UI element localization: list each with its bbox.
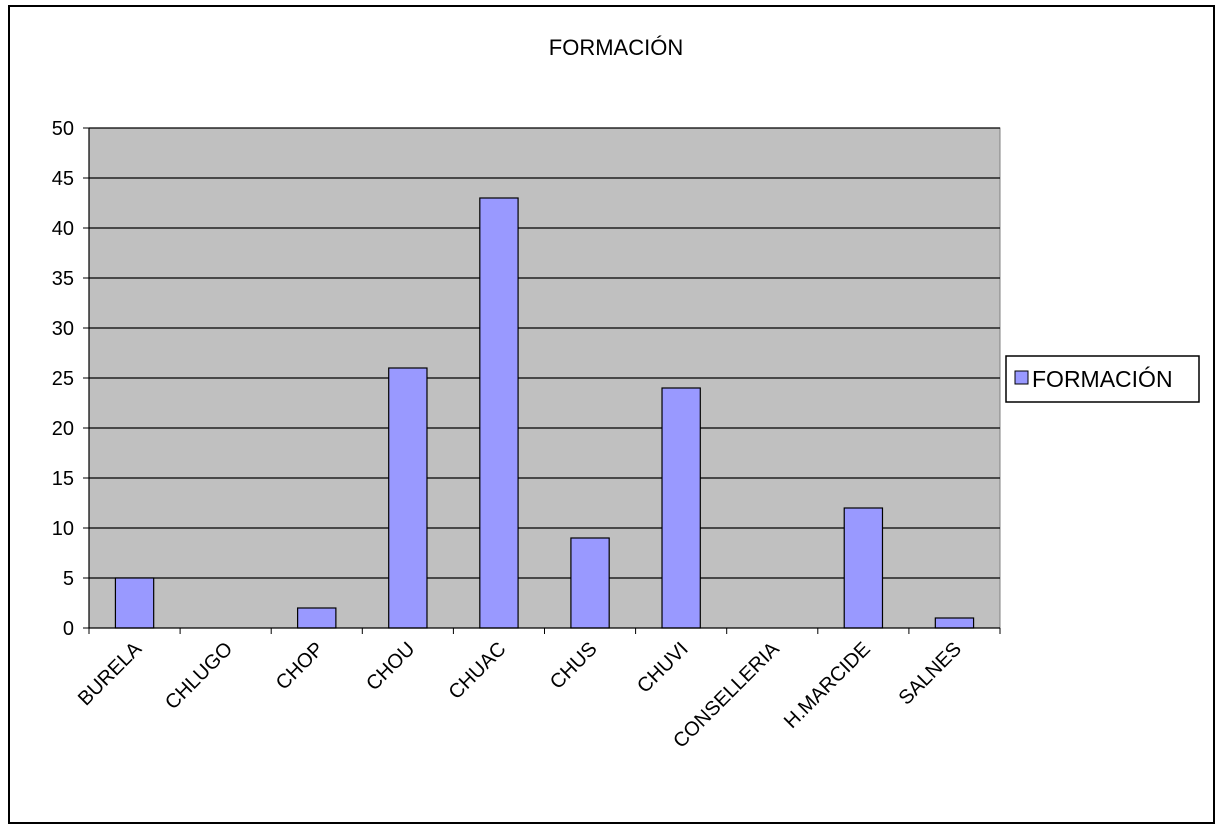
x-tick-label: SALNES	[895, 638, 966, 709]
x-tick-label: CHOU	[362, 638, 419, 695]
y-tick-label: 30	[52, 318, 74, 340]
bar-burela	[114, 577, 155, 629]
bar-chop	[297, 607, 337, 629]
legend: FORMACIÓN	[1005, 355, 1200, 403]
legend-box	[1005, 355, 1200, 403]
y-tick-label: 15	[52, 468, 74, 490]
axes	[83, 127, 1001, 634]
bar-chuvi	[661, 387, 701, 629]
x-tick-label: H.MARCIDE	[780, 638, 875, 733]
x-tick-label: CHUS	[546, 638, 602, 694]
y-tick-label: 40	[52, 218, 74, 240]
y-tick-label: 50	[52, 118, 74, 140]
bar-chuac	[479, 197, 519, 629]
bar-h-marcide	[843, 507, 884, 629]
y-tick-label: 5	[63, 568, 74, 590]
legend-swatch	[1014, 370, 1029, 385]
x-tick-label: CHUVI	[633, 638, 693, 698]
y-tick-label: 20	[52, 418, 74, 440]
x-tick-label: CHOP	[272, 638, 328, 694]
x-axis-labels: BURELA CHLUGO CHOP CHOU CHUAC CHUS CHUVICONSEL…	[74, 638, 966, 753]
bar-chou	[388, 367, 428, 629]
x-tick-label: CHUAC	[445, 638, 511, 704]
y-tick-label: 0	[63, 618, 74, 640]
bar-salnes	[934, 617, 975, 629]
y-tick-label: 10	[52, 518, 74, 540]
y-tick-label: 35	[52, 268, 74, 290]
x-tick-label: CHLUGO	[161, 638, 237, 714]
y-tick-label: 45	[52, 168, 74, 190]
y-axis-ticks: 0 5 10 15 20 25 30 35 40 45 50	[52, 118, 74, 640]
x-tick-label: BURELA	[74, 638, 147, 711]
y-tick-label: 25	[52, 368, 74, 390]
bar-chus	[570, 537, 610, 629]
chart-title: FORMACIÓN	[549, 35, 683, 60]
gridlines	[89, 127, 1000, 579]
legend-label-formacion: FORMACIÓN	[1032, 366, 1173, 392]
